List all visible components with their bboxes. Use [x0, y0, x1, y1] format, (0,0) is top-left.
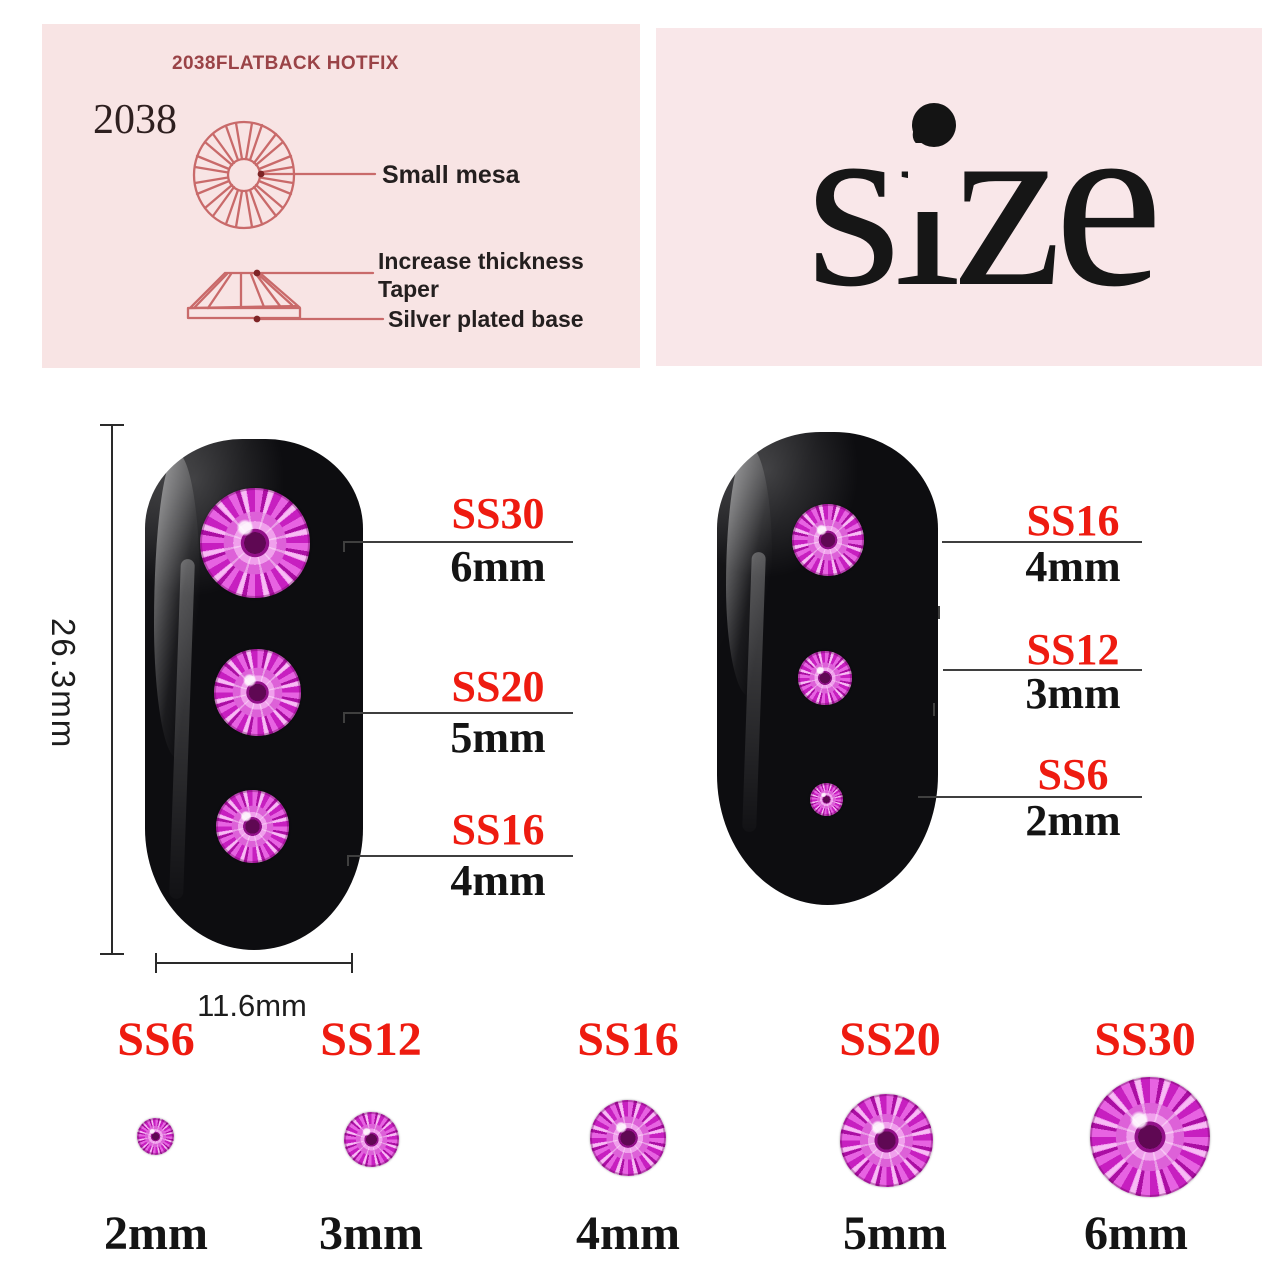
size-headline: size: [806, 66, 1163, 337]
row-code: SS30: [1094, 1013, 1196, 1066]
callout-code: SS12: [1026, 625, 1120, 674]
rhinestone-ss12: [344, 1112, 399, 1167]
callout-line: [943, 669, 1142, 671]
callout-tick: [347, 855, 349, 866]
callout-code: SS6: [1037, 750, 1109, 799]
spec-title: 2038FLATBACK HOTFIX: [172, 53, 399, 74]
callout-size: 4mm: [450, 856, 546, 905]
rhinestone-ss6: [137, 1118, 174, 1155]
callout-line: [343, 712, 573, 714]
width-dim-cap-right: [351, 953, 353, 973]
nail-height-value: 26.3mm: [45, 618, 82, 750]
rhinestone-ss30: [1090, 1077, 1210, 1197]
label-increase-thickness: Increase thickness: [378, 248, 584, 274]
row-size: 3mm: [319, 1207, 423, 1260]
callout-size: 5mm: [450, 713, 546, 762]
callout-line: [343, 541, 573, 543]
rhinestone-ss20: [840, 1094, 933, 1187]
i-dot: [912, 103, 956, 147]
callout-tick: [343, 541, 345, 552]
height-dim-cap-top: [100, 424, 124, 426]
row-size: 2mm: [104, 1207, 208, 1260]
row-size: 6mm: [1084, 1207, 1188, 1260]
callout-line: [918, 796, 1142, 798]
rhinestone-ss30-on-nail: [200, 488, 310, 598]
width-dimension-line: [155, 962, 353, 964]
nail-left: [145, 439, 363, 950]
label-silver-plated-base: Silver plated base: [388, 306, 584, 332]
row-size: 5mm: [843, 1207, 947, 1260]
callout-code: SS20: [451, 662, 545, 711]
rhinestone-ss6-on-nail2: [810, 783, 843, 816]
nail-edge-tick: [938, 606, 940, 619]
height-dim-cap-bottom: [100, 953, 124, 955]
rhinestone-ss12-on-nail2: [798, 651, 852, 705]
nail-edge-tick: [933, 703, 935, 716]
row-code: SS12: [320, 1013, 422, 1066]
callout-size: 4mm: [1025, 542, 1121, 591]
diagram-pointer-dots: [253, 170, 265, 323]
label-small-mesa: Small mesa: [382, 161, 520, 189]
height-dimension-line: [111, 425, 113, 955]
callout-code: SS16: [1026, 496, 1120, 545]
rhinestone-ss16-on-nail2: [792, 504, 864, 576]
i-dot-mask: [908, 143, 960, 212]
label-taper: Taper: [378, 276, 439, 302]
size-panel: size: [656, 28, 1262, 366]
row-size: 4mm: [576, 1207, 680, 1260]
nail-width-value: 11.6mm: [197, 988, 307, 1023]
callout-size: 3mm: [1025, 669, 1121, 718]
row-code: SS16: [577, 1013, 679, 1066]
spec-panel: 2038FLATBACK HOTFIX 2038 Small mesa Incr…: [42, 24, 640, 368]
rhinestone-ss16: [590, 1100, 666, 1176]
callout-tick: [343, 712, 345, 723]
callout-size: 2mm: [1025, 796, 1121, 845]
rhinestone-diagram: [186, 120, 385, 323]
callout-line: [347, 855, 573, 857]
callout-line: [942, 541, 1142, 543]
rhinestone-ss16-on-nail: [216, 790, 289, 863]
callout-code: SS30: [451, 489, 545, 538]
callout-code: SS16: [451, 805, 545, 854]
row-code: SS20: [839, 1013, 941, 1066]
callout-size: 6mm: [450, 542, 546, 591]
row-code: SS6: [117, 1013, 195, 1066]
spec-model-number: 2038: [93, 97, 177, 143]
rhinestone-ss20-on-nail: [214, 649, 301, 736]
width-dim-cap-left: [155, 953, 157, 973]
